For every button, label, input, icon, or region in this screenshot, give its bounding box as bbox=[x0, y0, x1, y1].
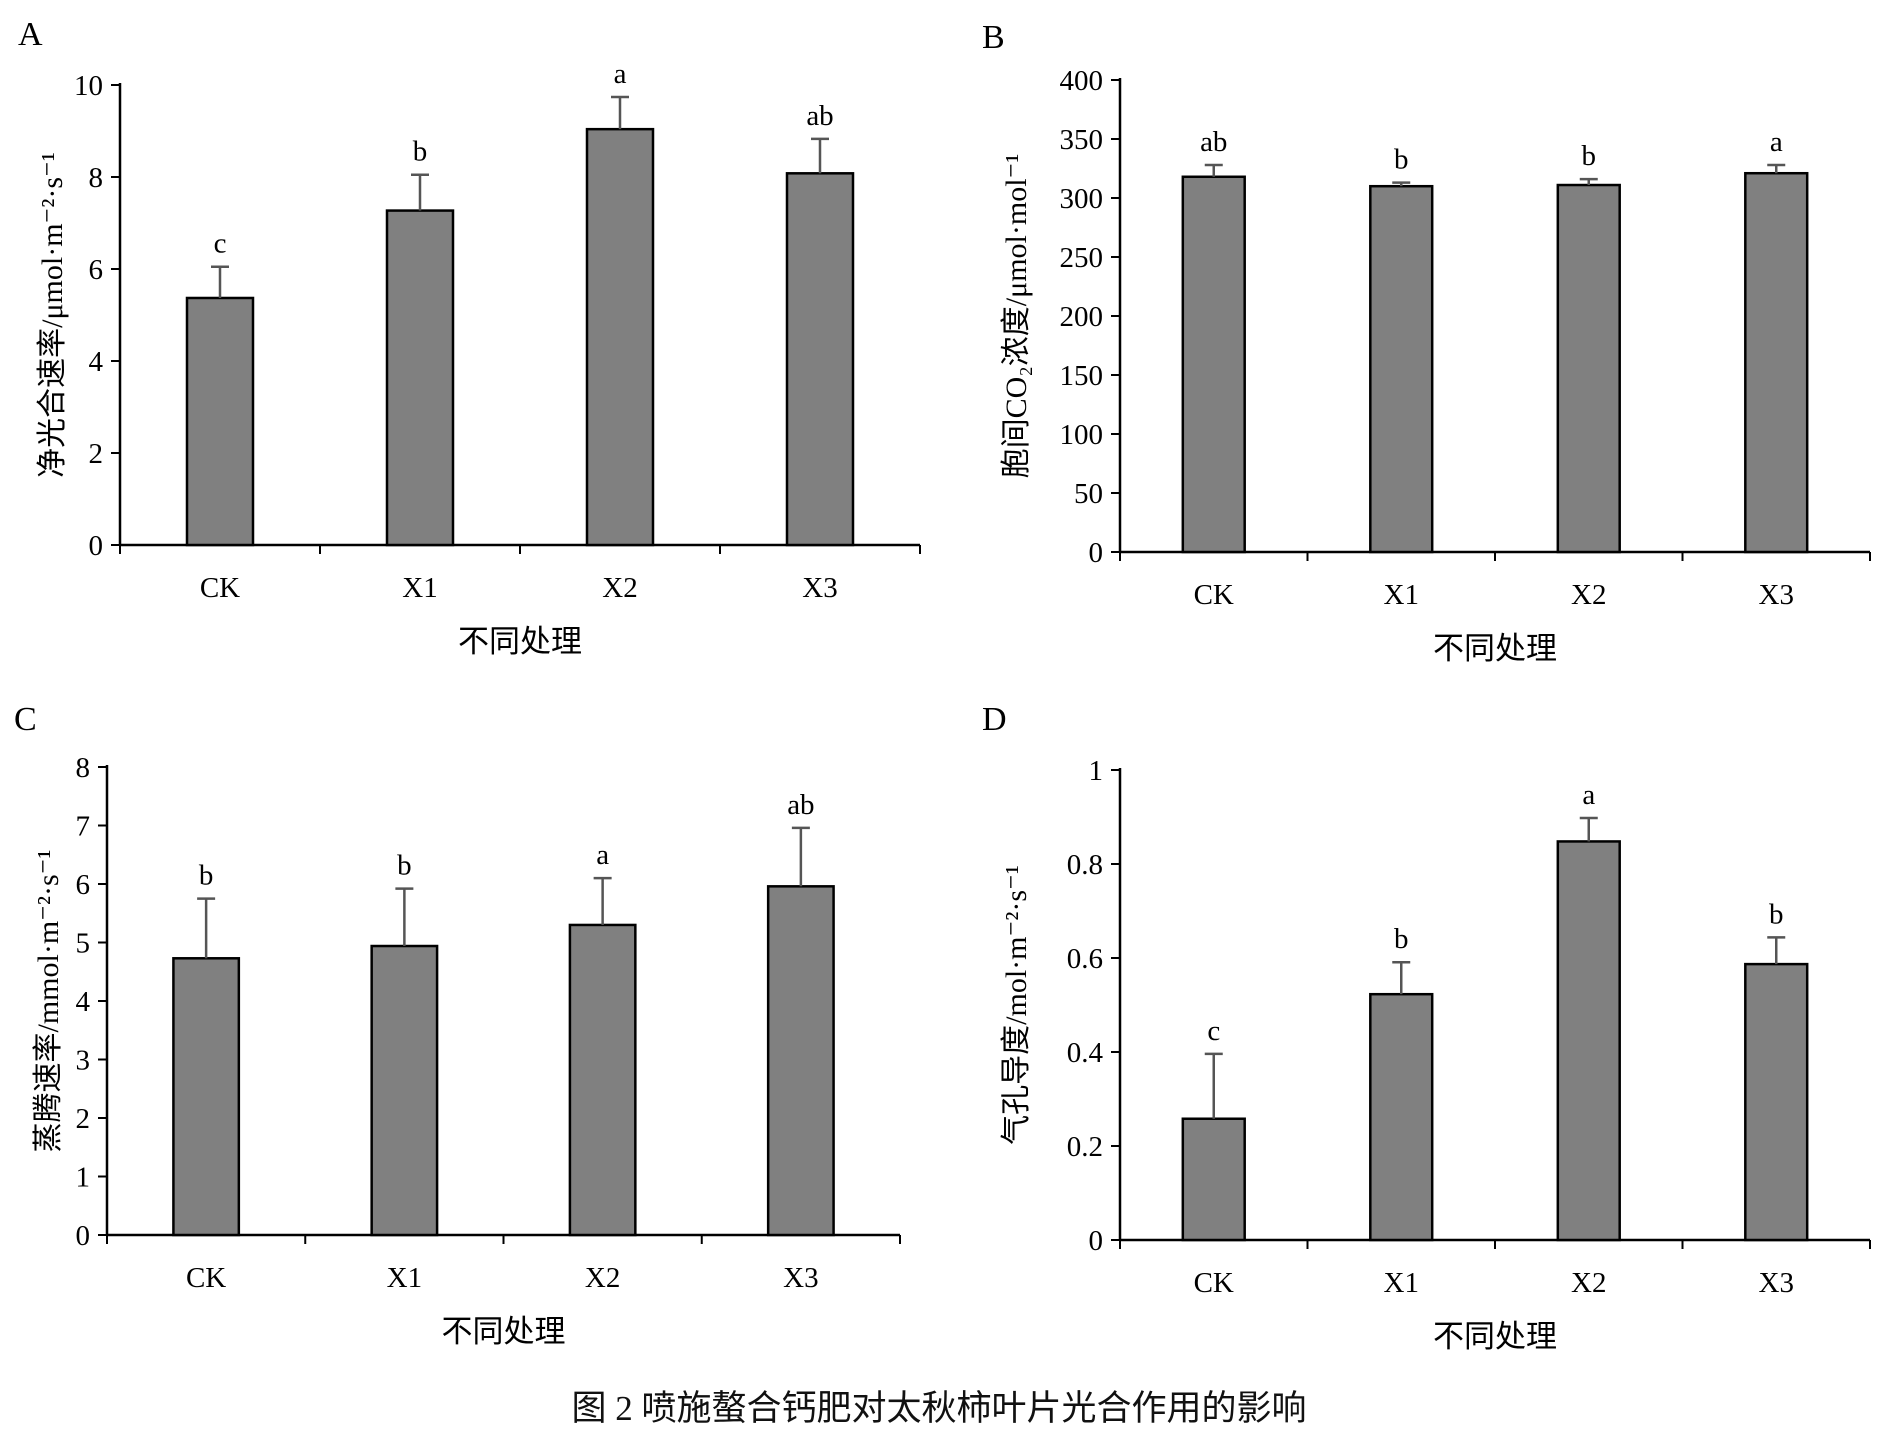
panel-d-y-tick-label: 0.6 bbox=[1067, 943, 1103, 975]
panel-c-x-tick-label: CK bbox=[186, 1262, 226, 1294]
panel-d-bar-x2 bbox=[1556, 840, 1621, 1242]
panel-c-y-tick-label: 7 bbox=[76, 811, 91, 843]
panel-a-x-tick-label: X3 bbox=[802, 572, 837, 604]
panel-d-significance-x2: a bbox=[1582, 779, 1595, 811]
panel-c-significance-x1: b bbox=[397, 850, 412, 882]
panel-b-x-tick-label: X1 bbox=[1384, 579, 1419, 611]
panel-a-y-tick-label: 2 bbox=[89, 438, 104, 470]
panel-b-y-tick-label: 0 bbox=[1089, 537, 1104, 569]
panel-b-bar-x1 bbox=[1369, 184, 1434, 554]
panel-a-y-axis-title: 净光合速率/μmol·m⁻²·s⁻¹ bbox=[36, 152, 69, 478]
panel-c-y-tick-label: 5 bbox=[76, 928, 91, 960]
panel-c-bar-x2 bbox=[568, 923, 637, 1237]
panel-c-letter: C bbox=[14, 701, 37, 738]
panel-d-x-axis-title: 不同处理 bbox=[1433, 1319, 1557, 1354]
panel-a-bar-x3 bbox=[785, 172, 855, 547]
panel-a-x-tick-label: CK bbox=[200, 572, 240, 604]
panel-d-bar-x3 bbox=[1744, 962, 1809, 1242]
panel-b-y-tick-label: 50 bbox=[1074, 478, 1103, 510]
panel-c-x-tick-label: X1 bbox=[387, 1262, 422, 1294]
panel-c-y-tick-label: 2 bbox=[76, 1103, 91, 1135]
panel-b-y-tick-label: 300 bbox=[1060, 183, 1104, 215]
panel-a-y-tick-label: 8 bbox=[89, 162, 104, 194]
panel-a-bar-ck bbox=[185, 296, 255, 547]
panel-b-bar-x3 bbox=[1744, 171, 1809, 554]
panel-c-significance-x2: a bbox=[596, 839, 609, 871]
panel-a-y-tick-label: 10 bbox=[74, 70, 103, 102]
panel-c-y-tick-label: 0 bbox=[76, 1220, 91, 1252]
panel-b-y-tick-label: 100 bbox=[1060, 419, 1104, 451]
panel-c-y-tick-label: 6 bbox=[76, 869, 91, 901]
panel-c-y-axis-title: 蒸腾速率/mmol·m⁻²·s⁻¹ bbox=[32, 850, 65, 1153]
panel-b-significance-x3: a bbox=[1770, 126, 1783, 158]
panel-d-y-tick-label: 0 bbox=[1089, 1225, 1104, 1257]
panel-b-y-axis-title: 胞间CO₂浓度/μmol·mol⁻¹ bbox=[1000, 154, 1033, 479]
panel-b-bar-x2 bbox=[1556, 183, 1621, 554]
panel-c-significance-x3: ab bbox=[787, 789, 814, 821]
panel-a-x-tick-label: X1 bbox=[402, 572, 437, 604]
panel-b-y-tick-label: 250 bbox=[1060, 242, 1104, 274]
panel-c-x-axis-title: 不同处理 bbox=[442, 1314, 566, 1349]
panel-b-significance-x2: b bbox=[1582, 140, 1597, 172]
panel-d-y-tick-label: 0.4 bbox=[1067, 1037, 1104, 1069]
panel-b-y-tick-label: 350 bbox=[1060, 124, 1104, 156]
panel-b-significance-ck: ab bbox=[1200, 126, 1227, 158]
panel-c-y-tick-label: 4 bbox=[76, 986, 91, 1018]
panel-d-x-tick-label: CK bbox=[1194, 1267, 1234, 1299]
panel-c-y-tick-label: 8 bbox=[76, 752, 91, 784]
panel-b-y-tick-label: 400 bbox=[1060, 65, 1104, 97]
panel-a-bar-x1 bbox=[385, 209, 455, 547]
panel-d-significance-x3: b bbox=[1769, 898, 1784, 930]
panel-a-x-axis-title: 不同处理 bbox=[458, 624, 582, 659]
panel-a-y-tick-label: 6 bbox=[89, 254, 104, 286]
panel-a-significance-x2: a bbox=[614, 58, 627, 90]
panel-a-bar-x2 bbox=[585, 127, 655, 547]
panel-b-y-tick-label: 200 bbox=[1060, 301, 1104, 333]
panel-a-letter: A bbox=[18, 16, 43, 53]
panel-c-y-tick-label: 1 bbox=[76, 1162, 91, 1194]
panel-c-y-tick-label: 3 bbox=[76, 1045, 91, 1077]
panel-a-y-tick-label: 0 bbox=[89, 530, 104, 562]
panel-d-x-tick-label: X1 bbox=[1384, 1267, 1419, 1299]
panel-a-significance-x3: ab bbox=[806, 100, 833, 132]
panel-d-letter: D bbox=[982, 701, 1007, 738]
panel-c-x-tick-label: X2 bbox=[585, 1262, 620, 1294]
panel-c-bar-x3 bbox=[766, 885, 835, 1237]
panel-d-y-tick-label: 0.2 bbox=[1067, 1131, 1103, 1163]
figure-caption: 图 2 喷施螯合钙肥对太秋柿叶片光合作用的影响 bbox=[571, 1389, 1307, 1428]
panel-a-y-tick-label: 4 bbox=[89, 346, 104, 378]
panel-b-bar-ck bbox=[1181, 175, 1246, 554]
panel-b-significance-x1: b bbox=[1394, 144, 1409, 176]
panel-b-x-tick-label: X3 bbox=[1759, 579, 1794, 611]
panel-c-bar-x1 bbox=[370, 944, 439, 1237]
panel-c-significance-ck: b bbox=[199, 860, 214, 892]
panel-d-bar-ck bbox=[1181, 1117, 1246, 1242]
panel-b-y-tick-label: 150 bbox=[1060, 360, 1104, 392]
panel-d-significance-ck: c bbox=[1207, 1015, 1220, 1047]
panel-d-y-tick-label: 0.8 bbox=[1067, 849, 1103, 881]
panel-a-significance-x1: b bbox=[413, 136, 428, 168]
panel-d-bar-x1 bbox=[1369, 992, 1434, 1242]
panel-c-bar-ck bbox=[172, 957, 241, 1237]
panel-a-significance-ck: c bbox=[214, 228, 227, 260]
panel-d-x-tick-label: X2 bbox=[1571, 1267, 1606, 1299]
panel-c-x-tick-label: X3 bbox=[783, 1262, 818, 1294]
panel-d-significance-x1: b bbox=[1394, 923, 1409, 955]
panel-a-x-tick-label: X2 bbox=[602, 572, 637, 604]
panel-d-y-axis-title: 气孔导度/mol·m⁻²·s⁻¹ bbox=[1000, 865, 1033, 1145]
panel-b-x-axis-title: 不同处理 bbox=[1433, 631, 1557, 666]
panel-b-letter: B bbox=[982, 19, 1005, 56]
panel-d-y-tick-label: 1 bbox=[1089, 755, 1104, 787]
panel-b-x-tick-label: X2 bbox=[1571, 579, 1606, 611]
panel-b-x-tick-label: CK bbox=[1194, 579, 1234, 611]
panel-d-x-tick-label: X3 bbox=[1759, 1267, 1794, 1299]
